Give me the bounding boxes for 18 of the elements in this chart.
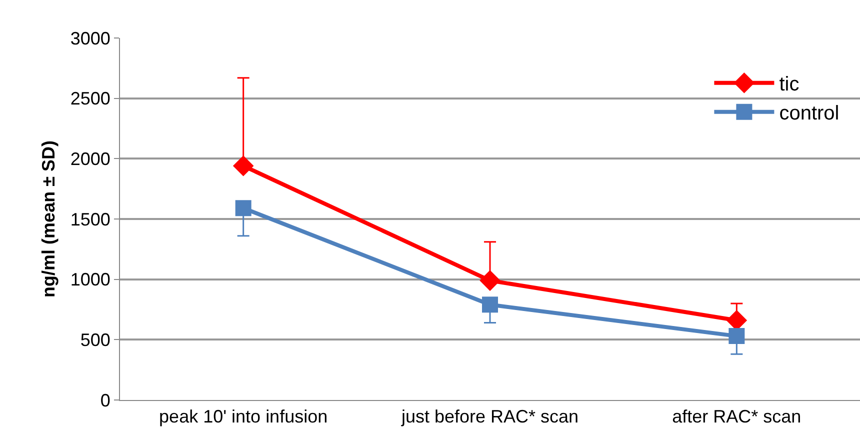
y-tick-label: 3000 bbox=[70, 28, 110, 48]
legend-label: tic bbox=[779, 74, 800, 96]
y-tick-label: 500 bbox=[80, 330, 110, 350]
point bbox=[480, 270, 500, 291]
x-tick-label: peak 10' into infusion bbox=[159, 406, 328, 427]
y-axis-title: ng/ml (mean ± SD) bbox=[38, 140, 59, 298]
x-tick-label: after RAC* scan bbox=[672, 406, 802, 427]
y-tick-label: 2500 bbox=[70, 88, 110, 109]
y-tick-label: 1000 bbox=[70, 270, 110, 290]
y-tick-label: 2000 bbox=[70, 148, 110, 169]
y-tick-label: 1500 bbox=[70, 209, 110, 230]
y-tick-label: 0 bbox=[100, 390, 110, 410]
point bbox=[728, 328, 745, 344]
x-tick-label: just before RAC* scan bbox=[400, 406, 579, 427]
legend-label: control bbox=[779, 102, 840, 125]
point bbox=[235, 200, 252, 216]
point bbox=[482, 296, 498, 313]
point bbox=[232, 156, 254, 176]
